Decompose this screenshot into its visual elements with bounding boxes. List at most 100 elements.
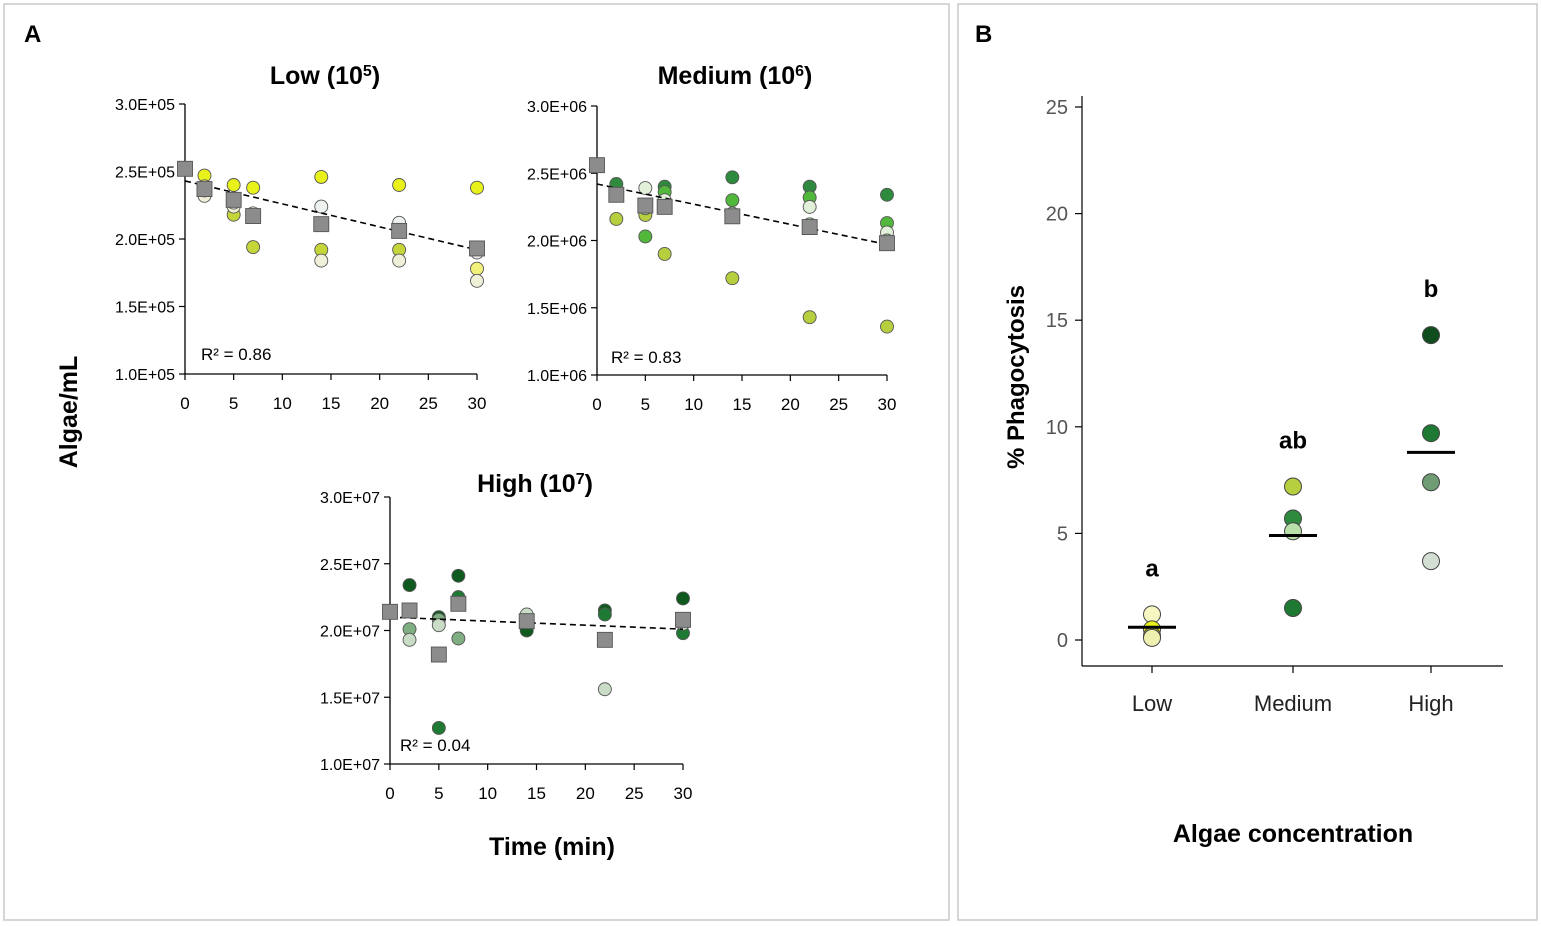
high-point-rep2 — [431, 721, 446, 735]
low-point-rep2 — [470, 261, 484, 276]
phago-category-label: High — [1408, 691, 1453, 716]
medium-mean-square — [637, 197, 654, 214]
medium-xtick-label: 0 — [592, 395, 601, 414]
high-point-rep1 — [451, 568, 466, 583]
phago-significance-label: b — [1424, 276, 1439, 303]
low-mean-square — [225, 191, 242, 208]
high-point-rep3 — [451, 631, 466, 646]
medium-ytick-label: 2.5E+06 — [527, 166, 587, 183]
panel-a-label: A — [24, 21, 41, 48]
phago-ytick-label: 0 — [1057, 630, 1068, 652]
high-ytick-label: 2.5E+07 — [320, 557, 380, 574]
panel-a-xlabel: Time (min) — [489, 833, 615, 861]
high-ytick-label: 3.0E+07 — [320, 490, 380, 507]
medium-ytick-label: 1.5E+06 — [527, 301, 587, 318]
panel-b-border — [957, 3, 1538, 921]
high-ytick-label: 1.5E+07 — [320, 690, 380, 707]
phago-ytick-label: 15 — [1046, 310, 1068, 332]
low-xtick-label: 15 — [322, 394, 341, 413]
medium-mean-square — [724, 208, 741, 225]
phago-significance-label: a — [1145, 555, 1159, 582]
medium-point-rep3 — [880, 319, 894, 334]
medium-r2-label: R² = 0.83 — [611, 348, 681, 367]
plot-phagocytosis: 0 5 10 15 20 25 Low Medium High a ab b — [1046, 96, 1503, 716]
high-point-rep2 — [597, 607, 612, 622]
medium-ytick-label: 1.0E+06 — [527, 368, 587, 385]
plot-low: Low (105) 1.0E+05 1.5E+05 2.0E+05 2.5E+05 3.0… — [115, 62, 487, 413]
plot-high: High (107) 1.0E+07 1.5E+07 2.0E+07 2.5E+07 3.… — [320, 470, 693, 803]
phago-ytick-label: 20 — [1046, 204, 1068, 226]
high-xtick-label: 20 — [576, 784, 595, 803]
low-ytick-label: 1.0E+05 — [115, 367, 175, 384]
medium-mean-square — [608, 186, 625, 203]
low-point-rep3 — [246, 240, 261, 255]
medium-mean-square — [879, 235, 895, 252]
phago-point-high — [1422, 473, 1440, 492]
medium-xtick-label: 15 — [733, 395, 752, 414]
low-title: Low (105) — [270, 62, 380, 90]
low-xtick-label: 10 — [273, 394, 292, 413]
phago-category-label: Low — [1132, 691, 1172, 716]
low-ytick-label: 1.5E+05 — [115, 300, 175, 317]
low-point-rep1 — [314, 169, 329, 184]
low-mean-square — [313, 216, 330, 233]
low-mean-square — [469, 240, 485, 257]
medium-point-rep3 — [609, 212, 624, 226]
medium-point-rep3 — [725, 271, 740, 286]
low-point-rep5 — [314, 199, 329, 214]
phago-point-high — [1422, 326, 1440, 345]
low-point-rep1 — [392, 178, 407, 192]
low-ytick-label: 2.0E+05 — [115, 232, 175, 249]
low-point-rep1 — [246, 180, 261, 195]
medium-point-rep3 — [657, 246, 672, 261]
medium-point-rep3 — [802, 310, 817, 325]
high-mean-square — [518, 613, 535, 630]
medium-point-rep1 — [725, 170, 740, 185]
low-xtick-label: 0 — [180, 394, 189, 413]
high-point-rep4 — [597, 682, 612, 697]
panel-b-ylabel: % Phagocytosis — [1003, 285, 1030, 469]
high-ytick-label: 2.0E+07 — [320, 624, 380, 641]
high-point-rep1 — [676, 591, 690, 606]
low-xtick-label: 30 — [468, 394, 487, 413]
low-mean-square — [196, 181, 213, 198]
phago-point-medium — [1284, 522, 1302, 541]
high-xtick-label: 30 — [674, 784, 693, 803]
low-ytick-label: 3.0E+05 — [115, 97, 175, 114]
medium-xtick-label: 30 — [878, 395, 897, 414]
medium-ytick-label: 2.0E+06 — [527, 234, 587, 251]
high-mean-square — [450, 595, 467, 612]
high-mean-square — [401, 602, 418, 619]
high-point-rep4 — [402, 632, 417, 647]
medium-point-rep4 — [638, 181, 653, 195]
high-xtick-label: 10 — [478, 784, 497, 803]
plot-medium: Medium (106) 1.0E+06 1.5E+06 2.0E+06 2.5E+06… — [527, 62, 897, 414]
panel-b-xlabel: Algae concentration — [1173, 820, 1413, 848]
low-point-rep1 — [226, 178, 241, 192]
phago-point-medium — [1284, 477, 1302, 496]
panel-a-border — [3, 3, 950, 921]
medium-point-rep2 — [725, 193, 740, 208]
high-title: High (107) — [477, 470, 593, 498]
low-point-rep4 — [470, 273, 484, 288]
medium-xtick-label: 25 — [829, 395, 848, 414]
low-r2-label: R² = 0.86 — [201, 345, 271, 364]
medium-xtick-label: 5 — [641, 395, 650, 414]
low-ytick-label: 2.5E+05 — [115, 165, 175, 182]
medium-point-rep1 — [880, 187, 894, 202]
phago-point-high — [1422, 424, 1440, 443]
low-xtick-label: 20 — [370, 394, 389, 413]
phago-point-low — [1143, 628, 1161, 647]
low-point-rep4 — [392, 253, 407, 268]
high-xtick-label: 5 — [434, 784, 443, 803]
phago-point-high — [1422, 552, 1440, 571]
medium-mean-square — [801, 219, 818, 236]
phago-ytick-label: 25 — [1046, 97, 1068, 119]
medium-xtick-label: 20 — [781, 395, 800, 414]
low-mean-square — [391, 222, 408, 239]
phago-ytick-label: 10 — [1046, 417, 1068, 439]
high-mean-square — [382, 603, 398, 620]
high-ytick-label: 1.0E+07 — [320, 757, 380, 774]
medium-point-rep4 — [802, 199, 817, 214]
